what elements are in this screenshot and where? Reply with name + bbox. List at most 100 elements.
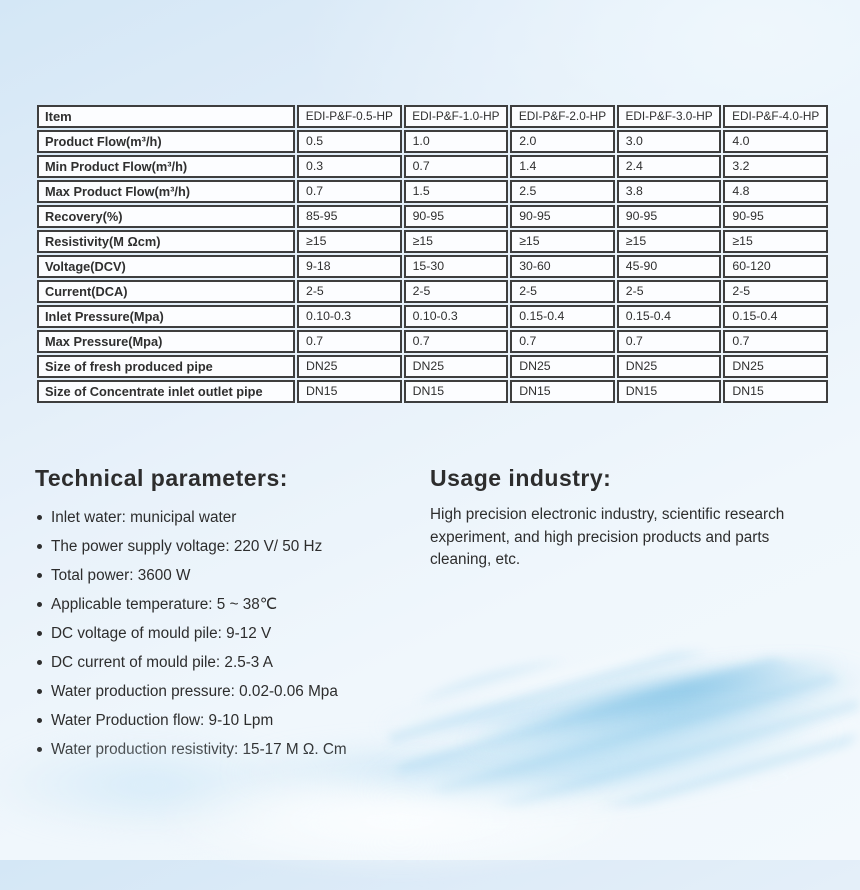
cell-value: 4.8	[723, 180, 828, 203]
cell-value: 2.5	[510, 180, 615, 203]
row-label: Resistivity(M Ωcm)	[37, 230, 295, 253]
cell-value: 0.15-0.4	[723, 305, 828, 328]
cell-value: DN25	[616, 355, 722, 378]
bullet-icon	[37, 747, 42, 752]
cell-value: DN25	[297, 355, 402, 378]
water-wave-decoration	[385, 638, 860, 822]
table-row: Current(DCA) 2-5 2-5 2-5 2-5 2-5	[37, 280, 828, 303]
cell-value: 1.5	[403, 180, 509, 203]
cell-value: 90-95	[616, 205, 722, 228]
cell-value: 3.0	[616, 130, 722, 153]
cell-value: 2-5	[510, 280, 615, 303]
cell-value: ≥15	[403, 230, 509, 253]
table-row: Resistivity(M Ωcm) ≥15 ≥15 ≥15 ≥15 ≥15	[37, 230, 828, 253]
row-label: Size of Concentrate inlet outlet pipe	[37, 380, 295, 403]
cell-value: DN15	[510, 380, 615, 403]
spec-table: Item EDI-P&F-0.5-HP EDI-P&F-1.0-HP EDI-P&F-…	[35, 103, 830, 405]
cell-value: 3.2	[723, 155, 828, 178]
bullet-icon	[37, 573, 42, 578]
cell-value: 9-18	[297, 255, 402, 278]
spec-table-body: Product Flow(m³/h) 0.5 1.0 2.0 3.0 4.0 Min Pro…	[37, 130, 828, 403]
cell-value: 0.7	[403, 155, 509, 178]
table-row: Max Pressure(Mpa) 0.7 0.7 0.7 0.7 0.7	[37, 330, 828, 353]
parameter-item: Water production resistivity: 15-17 M Ω.…	[35, 741, 425, 758]
row-label: Current(DCA)	[37, 280, 295, 303]
row-label: Inlet Pressure(Mpa)	[37, 305, 295, 328]
spec-table-header-row: Item EDI-P&F-0.5-HP EDI-P&F-1.0-HP EDI-P&F-…	[37, 105, 828, 128]
water-wave-decoration	[477, 623, 860, 757]
parameter-text: The power supply voltage: 220 V/ 50 Hz	[51, 537, 323, 555]
row-label: Voltage(DCV)	[37, 255, 295, 278]
table-row: Size of fresh produced pipe DN25 DN25 DN25 D…	[37, 355, 828, 378]
technical-parameters-heading: Technical parameters:	[35, 465, 288, 491]
parameter-text: Water production pressure: 0.02-0.06 Mpa	[51, 682, 338, 700]
cell-value: 0.7	[723, 330, 828, 353]
usage-industry-heading: Usage industry:	[430, 465, 612, 491]
water-wave-decoration	[90, 750, 710, 890]
parameter-text: Total power: 3600 W	[51, 566, 191, 584]
parameter-item: The power supply voltage: 220 V/ 50 Hz	[35, 538, 425, 555]
bullet-icon	[37, 689, 42, 694]
cell-value: 2.0	[510, 130, 615, 153]
parameter-text: DC voltage of mould pile: 9-12 V	[51, 624, 272, 642]
bullet-icon	[37, 718, 42, 723]
cell-value: 60-120	[723, 255, 828, 278]
cell-value: 90-95	[723, 205, 828, 228]
row-label: Product Flow(m³/h)	[37, 130, 295, 153]
parameter-item: Inlet water: municipal water	[35, 509, 425, 526]
cell-value: 90-95	[510, 205, 615, 228]
cell-value: ≥15	[510, 230, 615, 253]
cell-value: 3.8	[616, 180, 722, 203]
cell-value: 2-5	[616, 280, 722, 303]
parameter-text: Inlet water: municipal water	[51, 508, 237, 526]
parameter-item: Water production pressure: 0.02-0.06 Mpa	[35, 683, 425, 700]
cell-value: 85-95	[297, 205, 402, 228]
column-header-item: Item	[37, 105, 295, 128]
table-row: Max Product Flow(m³/h) 0.7 1.5 2.5 3.8 4.8	[37, 180, 828, 203]
parameter-item: Total power: 3600 W	[35, 567, 425, 584]
cell-value: ≥15	[616, 230, 722, 253]
row-label: Recovery(%)	[37, 205, 295, 228]
row-label: Max Product Flow(m³/h)	[37, 180, 295, 203]
table-row: Inlet Pressure(Mpa) 0.10-0.3 0.10-0.3 0.15-…	[37, 305, 828, 328]
cell-value: 1.0	[403, 130, 509, 153]
cell-value: DN25	[403, 355, 509, 378]
parameter-item: DC voltage of mould pile: 9-12 V	[35, 625, 425, 642]
usage-industry-text: High precision electronic industry, scie…	[430, 506, 785, 568]
column-header-model: EDI-P&F-2.0-HP	[510, 105, 615, 128]
cell-value: ≥15	[297, 230, 402, 253]
cell-value: 2-5	[403, 280, 509, 303]
table-row: Voltage(DCV) 9-18 15-30 30-60 45-90 60-120	[37, 255, 828, 278]
bullet-icon	[37, 602, 42, 607]
cell-value: DN25	[723, 355, 828, 378]
water-wave-decoration	[384, 611, 860, 809]
cell-value: 45-90	[616, 255, 722, 278]
bullet-icon	[37, 631, 42, 636]
cell-value: DN15	[297, 380, 402, 403]
row-label: Max Pressure(Mpa)	[37, 330, 295, 353]
cell-value: 30-60	[510, 255, 615, 278]
cell-value: 0.7	[616, 330, 722, 353]
cell-value: 0.15-0.4	[510, 305, 615, 328]
spec-table-container: Item EDI-P&F-0.5-HP EDI-P&F-1.0-HP EDI-P&F-…	[35, 103, 830, 405]
cell-value: 2-5	[297, 280, 402, 303]
parameter-text: Applicable temperature: 5 ~ 38℃	[51, 596, 277, 613]
parameter-text: Water production resistivity: 15-17 M Ω.…	[51, 740, 347, 758]
parameter-item: DC current of mould pile: 2.5-3 A	[35, 654, 425, 671]
row-label: Size of fresh produced pipe	[37, 355, 295, 378]
cell-value: 0.10-0.3	[403, 305, 509, 328]
cell-value: 2-5	[723, 280, 828, 303]
table-row: Size of Concentrate inlet outlet pipe DN1…	[37, 380, 828, 403]
bullet-icon	[37, 515, 42, 520]
cell-value: 0.10-0.3	[297, 305, 402, 328]
cell-value: 0.7	[297, 180, 402, 203]
column-header-model: EDI-P&F-0.5-HP	[297, 105, 402, 128]
cell-value: 0.3	[297, 155, 402, 178]
table-row: Product Flow(m³/h) 0.5 1.0 2.0 3.0 4.0	[37, 130, 828, 153]
row-label: Min Product Flow(m³/h)	[37, 155, 295, 178]
parameter-item: Water Production flow: 9-10 Lpm	[35, 712, 425, 729]
parameter-item: Applicable temperature: 5 ~ 38℃	[35, 596, 425, 613]
table-row: Min Product Flow(m³/h) 0.3 0.7 1.4 2.4 3.2	[37, 155, 828, 178]
cell-value: 0.7	[403, 330, 509, 353]
